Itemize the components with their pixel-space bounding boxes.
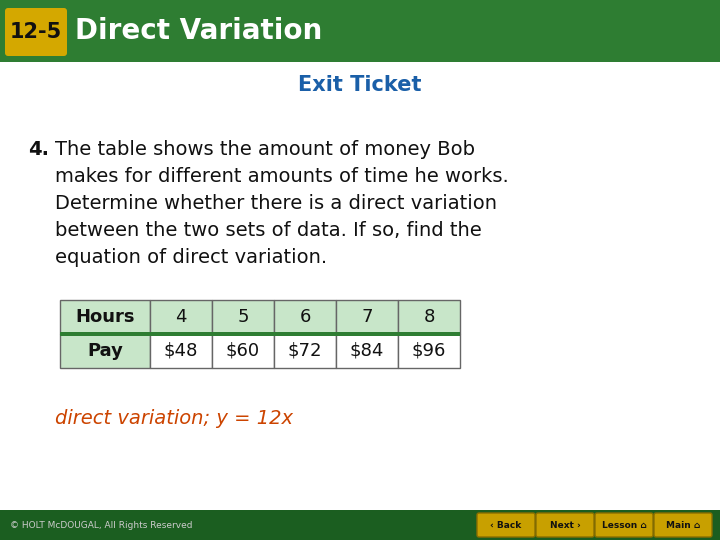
FancyBboxPatch shape [536, 513, 594, 537]
Bar [274, 300, 336, 334]
Text: $96: $96 [412, 342, 446, 360]
FancyBboxPatch shape [5, 8, 67, 56]
FancyBboxPatch shape [595, 513, 653, 537]
Text: $48: $48 [164, 342, 198, 360]
Bar [0, 510, 720, 540]
Text: direct variation; y = 12x: direct variation; y = 12x [55, 408, 293, 428]
Bar [336, 300, 398, 334]
Bar [60, 300, 150, 334]
Text: Next ›: Next › [549, 521, 580, 530]
Text: The table shows the amount of money Bob: The table shows the amount of money Bob [55, 140, 475, 159]
Text: $84: $84 [350, 342, 384, 360]
Text: Exit Ticket: Exit Ticket [298, 75, 422, 95]
Text: 12-5: 12-5 [10, 22, 62, 42]
Text: 4: 4 [175, 308, 186, 326]
Text: 6: 6 [300, 308, 311, 326]
Bar [150, 300, 212, 334]
Bar [212, 334, 274, 368]
Bar [60, 332, 460, 336]
Text: Pay: Pay [87, 342, 123, 360]
Text: © HOLT McDOUGAL, All Rights Reserved: © HOLT McDOUGAL, All Rights Reserved [10, 521, 192, 530]
Bar [274, 334, 336, 368]
Text: $72: $72 [288, 342, 323, 360]
Bar [398, 300, 460, 334]
Bar [398, 334, 460, 368]
Bar [0, 0, 720, 62]
Text: 8: 8 [423, 308, 435, 326]
Text: Direct Variation: Direct Variation [75, 17, 323, 45]
FancyBboxPatch shape [654, 513, 712, 537]
Bar [336, 334, 398, 368]
Text: $60: $60 [226, 342, 260, 360]
Text: Main ⌂: Main ⌂ [666, 521, 700, 530]
FancyBboxPatch shape [477, 513, 535, 537]
Text: Lesson ⌂: Lesson ⌂ [602, 521, 647, 530]
Text: ‹ Back: ‹ Back [490, 521, 521, 530]
Text: Determine whether there is a direct variation: Determine whether there is a direct vari… [55, 194, 497, 213]
Text: between the two sets of data. If so, find the: between the two sets of data. If so, fin… [55, 221, 482, 240]
Text: makes for different amounts of time he works.: makes for different amounts of time he w… [55, 167, 509, 186]
Text: 4.: 4. [28, 140, 49, 159]
Text: 5: 5 [238, 308, 248, 326]
Text: Hours: Hours [76, 308, 135, 326]
Bar [150, 334, 212, 368]
Text: 7: 7 [361, 308, 373, 326]
Bar [60, 334, 150, 368]
Text: equation of direct variation.: equation of direct variation. [55, 248, 327, 267]
Bar [212, 300, 274, 334]
